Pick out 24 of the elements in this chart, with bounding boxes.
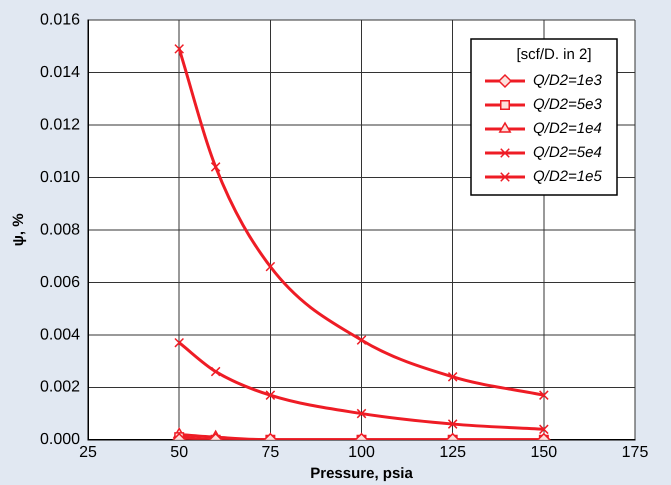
x-tick-label: 100 (348, 444, 375, 461)
legend-label: Q/D2=1e5 (533, 168, 602, 186)
y-axis-title: ψ, % (10, 213, 28, 246)
legend-label: Q/D2=5e4 (533, 144, 602, 162)
y-tick-label: 0.006 (40, 274, 80, 291)
y-tick-label: 0.004 (40, 326, 80, 344)
y-tick-label: 0.010 (40, 168, 80, 186)
legend-label: Q/D2=5e3 (533, 96, 602, 114)
legend-label: Q/D2=1e3 (533, 72, 602, 90)
x-tick-label: 125 (439, 444, 466, 461)
y-tick-label: 0.002 (40, 378, 80, 396)
x-tick-label: 150 (530, 444, 558, 461)
legend-label: Q/D2=1e4 (533, 120, 602, 138)
x-tick-label: 75 (261, 444, 280, 461)
legend-title: [scf/D. in 2] (516, 46, 592, 64)
x-tick-label: 175 (622, 444, 648, 461)
y-tick-label: 0.014 (40, 64, 80, 81)
y-tick-label: 0.012 (40, 116, 80, 134)
y-tick-label: 0.016 (40, 11, 80, 28)
x-tick-label: 25 (79, 444, 98, 461)
x-axis-title: Pressure, psia (310, 465, 414, 482)
x-tick-label: 50 (170, 444, 188, 461)
y-tick-label: 0.000 (40, 431, 80, 448)
y-tick-label: 0.008 (40, 221, 80, 238)
